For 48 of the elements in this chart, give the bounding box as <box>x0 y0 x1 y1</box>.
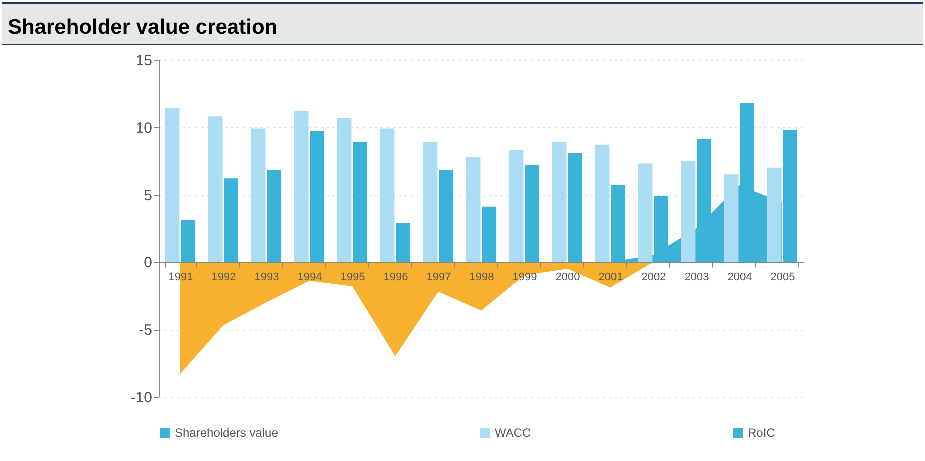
bar <box>439 170 454 262</box>
x-tick-label: 1998 <box>470 272 494 284</box>
y-tick-label: -5 <box>139 322 152 340</box>
y-tick-label: -10 <box>130 390 152 406</box>
bar <box>294 111 309 262</box>
bar <box>638 164 653 262</box>
bar <box>482 206 497 262</box>
legend-label: RoIC <box>748 426 776 440</box>
bar <box>509 150 524 262</box>
bar <box>724 174 739 262</box>
bar <box>552 142 567 262</box>
bar <box>568 153 583 262</box>
bar <box>165 108 180 262</box>
y-tick-label: 5 <box>144 187 152 204</box>
x-tick-label: 2005 <box>770 272 796 284</box>
bar <box>380 128 395 262</box>
x-tick-label: 2001 <box>598 272 624 284</box>
y-tick-label: 10 <box>136 120 152 137</box>
x-tick-label: 2000 <box>556 272 580 284</box>
bar <box>595 144 610 262</box>
bar <box>423 142 438 262</box>
bar <box>224 178 239 262</box>
bar <box>353 142 368 262</box>
bar <box>181 220 196 262</box>
bar <box>310 131 325 262</box>
legend-label: Shareholders value <box>175 426 279 440</box>
legend-label: WACC <box>495 426 532 440</box>
bar <box>767 168 782 262</box>
x-tick-label: 1993 <box>254 272 280 284</box>
x-tick-label: 1996 <box>384 272 408 284</box>
bar <box>525 165 540 262</box>
x-tick-label: 1994 <box>298 272 322 284</box>
y-tick-label: 0 <box>144 254 152 272</box>
x-tick-label: 2003 <box>684 272 710 284</box>
bar <box>396 223 411 262</box>
bar <box>466 157 481 262</box>
bar <box>337 118 352 262</box>
bar <box>251 128 266 262</box>
x-tick-label: 2002 <box>642 272 666 284</box>
x-tick-label: 1995 <box>340 272 366 284</box>
x-tick-label: 2004 <box>728 272 752 284</box>
x-tick-label: 1997 <box>426 272 452 284</box>
bar <box>267 170 282 262</box>
x-tick-label: 1992 <box>212 272 236 284</box>
chart-title: Shareholder value creation <box>2 2 923 45</box>
y-tick-label: 15 <box>136 52 152 70</box>
bar <box>681 161 696 262</box>
bar <box>208 116 223 262</box>
